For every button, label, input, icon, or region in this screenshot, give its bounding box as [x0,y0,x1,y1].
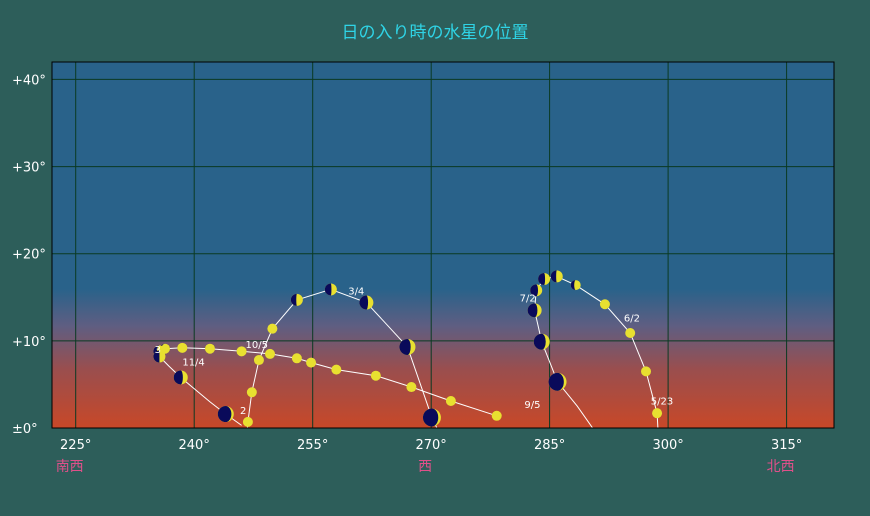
mercury-phase-marker [242,416,253,427]
mercury-phase-marker [548,372,567,391]
x-axis-ticks: 225° 240° 255° 270° 285° 300° 315° [60,438,802,453]
mercury-phase-marker [445,395,456,406]
date-annotations: 3/4 10/5 11/4 2 3 9/5 7/2 6/2 5/23 [155,287,674,417]
mercury-markers [153,270,663,427]
x-tick-label: 225° [60,438,91,453]
mercury-phase-marker [399,338,416,355]
mercury-phase-marker [599,299,610,310]
mercury-phase-marker [290,293,303,306]
mercury-phase-marker [530,284,543,297]
x-tick-label: 240° [179,438,210,453]
mercury-phase-marker [265,348,276,359]
mercury-phase-marker [331,364,342,375]
date-annotation: 2 [240,406,246,417]
mercury-phase-marker [173,370,188,385]
mercury-phase-marker [370,370,381,381]
mercury-phase-marker [527,303,542,318]
date-annotation: 6/2 [624,314,640,325]
mercury-phase-marker [253,355,264,366]
mercury-phase-marker [217,406,234,423]
date-annotation: 11/4 [182,357,204,368]
direction-label: 南西 [56,459,84,475]
direction-label: 北西 [767,459,795,475]
mercury-phase-marker [625,328,636,339]
y-tick-label: +40° [12,73,46,88]
direction-labels: 南西 西 北西 [56,459,795,475]
y-tick-label: +10° [12,335,46,350]
mercury-phase-marker [177,342,188,353]
mercury-phase-marker [204,343,215,354]
y-axis-ticks: ±0° +10° +20° +30° +40° [12,73,46,437]
date-annotation: 9/5 [524,400,540,411]
mercury-phase-marker [236,346,247,357]
mercury-phase-marker [359,295,374,310]
mercury-phase-marker [570,280,581,291]
mercury-phase-marker [652,408,663,419]
mercury-phase-marker [153,350,166,363]
mercury-phase-marker [306,357,317,368]
date-annotation: 7/2 [520,294,536,305]
mercury-phase-marker [538,272,551,285]
date-annotation: 10/5 [246,340,268,351]
x-tick-label: 255° [297,438,328,453]
sky-background [52,62,834,428]
mercury-phase-marker [324,283,337,296]
mercury-phase-marker [422,408,441,427]
date-annotation: 3 [155,345,161,356]
y-tick-label: +20° [12,248,46,263]
mercury-phase-marker [550,270,563,283]
mercury-phase-marker [641,366,652,377]
mercury-phase-marker [291,353,302,364]
chart-title: 日の入り時の水星の位置 [341,23,529,43]
mercury-phase-marker [533,333,550,350]
x-tick-label: 315° [771,438,802,453]
plot-frame [51,61,835,429]
y-tick-label: ±0° [12,422,38,437]
date-annotation: 5/23 [651,396,673,407]
mercury-phase-marker [267,323,278,334]
mercury-phase-marker [246,387,257,398]
x-tick-label: 285° [534,438,565,453]
x-tick-label: 270° [415,438,446,453]
grid [52,62,834,428]
direction-label: 西 [418,459,432,475]
mercury-phase-marker [406,382,417,393]
date-annotation: 3/4 [348,287,364,298]
x-tick-label: 300° [652,438,683,453]
y-tick-label: +30° [12,161,46,176]
mercury-phase-marker [491,410,502,421]
